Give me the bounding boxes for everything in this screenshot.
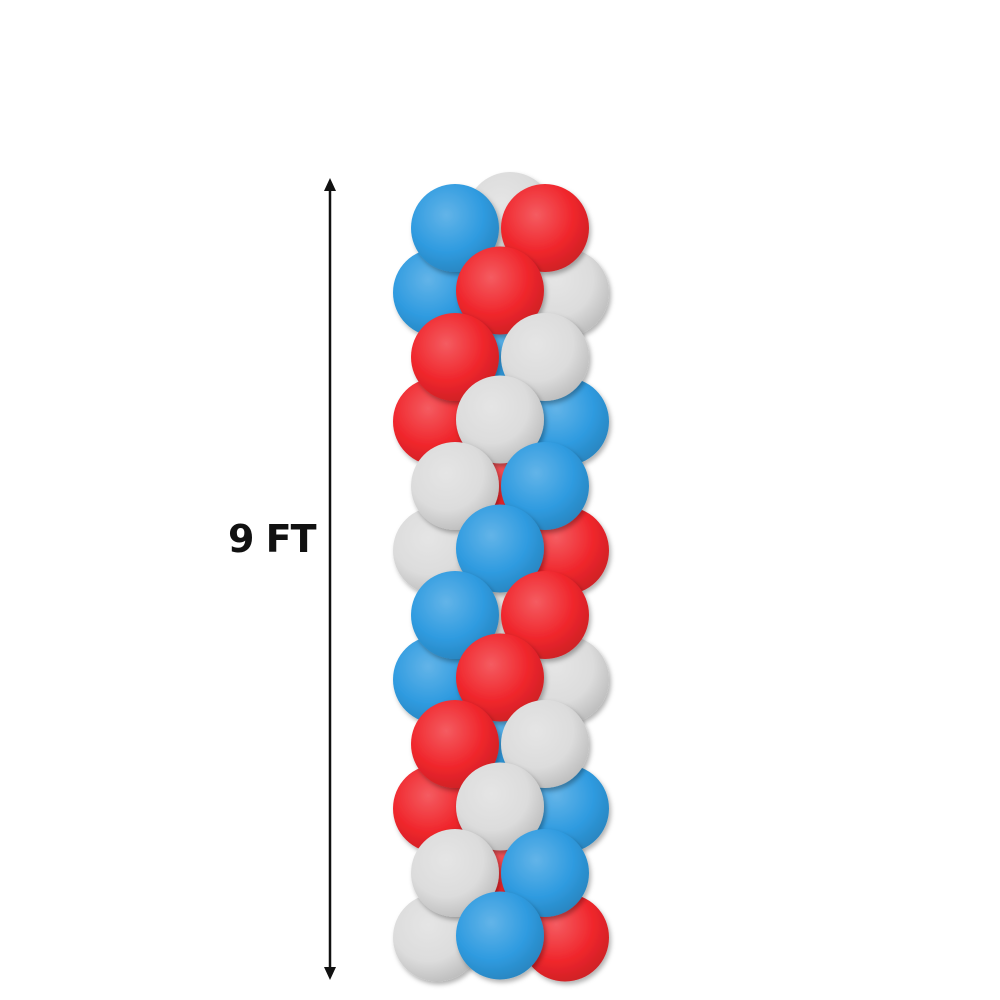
balloon-red <box>411 313 499 401</box>
balloon-white <box>501 313 589 401</box>
height-label: 9 FT <box>228 517 317 561</box>
balloon-red <box>456 246 544 335</box>
balloon-white <box>411 442 499 530</box>
balloon-red <box>501 571 589 659</box>
balloon-blue <box>456 891 544 980</box>
balloon-red <box>411 700 499 788</box>
balloon-blue <box>501 442 589 530</box>
height-arrow <box>324 178 336 980</box>
balloon-red <box>456 633 544 722</box>
balloon-white <box>456 375 544 464</box>
balloon-white <box>501 700 589 788</box>
balloon-blue <box>456 504 544 593</box>
arrow-up-icon <box>324 178 336 191</box>
balloon-blue <box>501 829 589 917</box>
balloon-red <box>501 184 589 272</box>
balloons <box>393 172 609 982</box>
balloon-blue <box>411 184 499 272</box>
balloon-blue <box>411 571 499 659</box>
balloon-white <box>411 829 499 917</box>
arrow-down-icon <box>324 967 336 980</box>
balloon-white <box>456 762 544 851</box>
